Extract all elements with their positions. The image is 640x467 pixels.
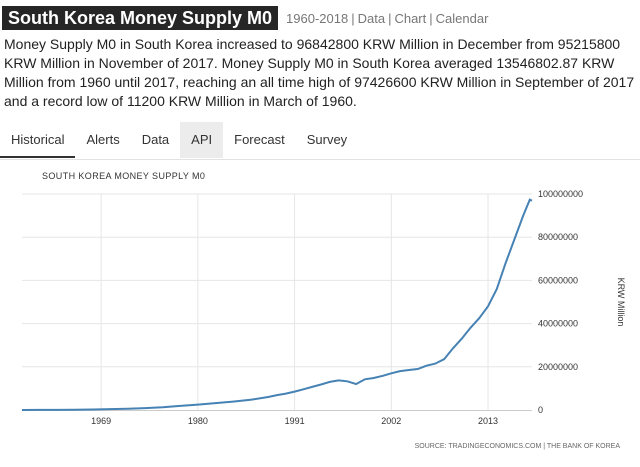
source-note: SOURCE: TRADINGECONOMICS.COM | THE BANK … (415, 443, 621, 450)
series-line (21, 198, 533, 411)
tab-data[interactable]: Data (141, 132, 170, 147)
y-axis-label: KRW Million (616, 278, 626, 327)
chart-container: SOUTH KOREA MONEY SUPPLY M0 1969 1980 1991… (0, 162, 640, 462)
x-tick-label: 2013 (478, 416, 498, 426)
tab-alerts[interactable]: Alerts (86, 132, 120, 147)
y-tick-label: 100000000 (538, 189, 583, 199)
y-tick-label: 20000000 (538, 362, 578, 372)
link-calendar[interactable]: Calendar (435, 10, 489, 26)
page-title: South Korea Money Supply M0 (2, 6, 279, 30)
x-tick-label: 1980 (188, 416, 208, 426)
money-supply-chart: SOUTH KOREA MONEY SUPPLY M0 1969 1980 1991… (21, 171, 626, 450)
tab-historical[interactable]: Historical (0, 122, 76, 158)
x-tick-label: 1991 (285, 416, 305, 426)
y-tick-label: 60000000 (538, 275, 578, 285)
y-tick-label: 40000000 (538, 319, 578, 329)
x-tick-label: 2002 (381, 416, 401, 426)
tab-api[interactable]: API (180, 122, 224, 158)
tab-forecast[interactable]: Forecast (234, 132, 285, 147)
link-data[interactable]: Data (357, 10, 386, 26)
x-tick-label: 1969 (91, 416, 111, 426)
meta-links: 1960-2018 | Data | Chart | Calendar (286, 10, 489, 26)
description-paragraph: Money Supply M0 in South Korea increased… (4, 36, 635, 109)
y-tick-label: 80000000 (538, 232, 578, 242)
date-range: 1960-2018 (286, 10, 349, 26)
header: South Korea Money Supply M0 1960-2018 | Da… (0, 6, 488, 30)
tab-survey[interactable]: Survey (306, 132, 348, 147)
tab-bar: Historical Alerts Data API Forecast Surv… (0, 122, 640, 160)
y-tick-label: 0 (538, 405, 543, 415)
chart-title: SOUTH KOREA MONEY SUPPLY M0 (42, 171, 205, 181)
link-chart[interactable]: Chart (394, 10, 427, 26)
